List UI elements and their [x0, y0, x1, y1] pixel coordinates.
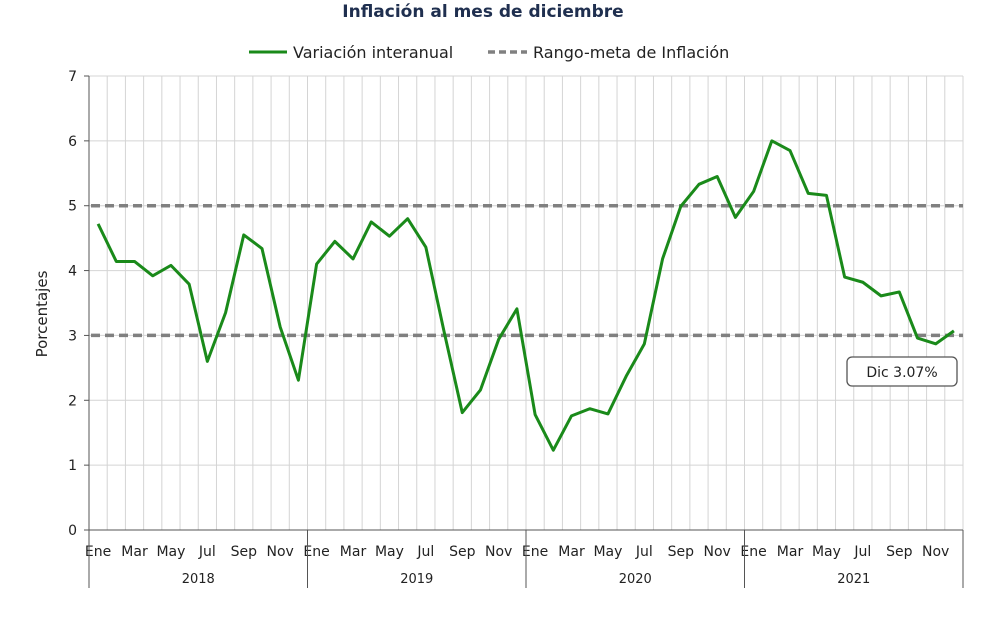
x-tick-label: Ene: [740, 544, 766, 560]
y-tick-label: 7: [68, 69, 77, 85]
y-tick-label: 3: [68, 328, 77, 344]
x-tick-label: Jul: [635, 544, 653, 560]
y-axis-label: Porcentajes: [33, 270, 51, 357]
legend-label: Variación interanual: [293, 43, 453, 62]
inflation-line: [96, 139, 955, 452]
series-layer: [96, 139, 955, 452]
year-label: 2020: [619, 572, 652, 587]
y-tick-label: 6: [68, 134, 77, 150]
x-tick-label: Nov: [485, 544, 512, 560]
y-tick-label: 5: [68, 199, 77, 215]
x-tick-label: Mar: [340, 544, 367, 560]
y-tick-label: 0: [68, 523, 77, 539]
x-tick-label: Sep: [668, 544, 695, 560]
x-tick-label: May: [375, 544, 404, 560]
x-tick-label: Sep: [449, 544, 476, 560]
year-label: 2021: [837, 572, 870, 587]
legend-label: Rango-meta de Inflación: [533, 43, 729, 62]
x-tick-label: May: [156, 544, 185, 560]
x-tick-label: Nov: [922, 544, 949, 560]
x-tick-label: Jul: [853, 544, 871, 560]
x-tick-label: May: [593, 544, 622, 560]
annotation: Dic 3.07%: [846, 356, 958, 387]
x-tick-label: Mar: [777, 544, 804, 560]
x-tick-label: Jul: [416, 544, 434, 560]
x-tick-label: Sep: [231, 544, 258, 560]
annotation-box: [846, 356, 958, 387]
target-range-lines: [91, 203, 963, 338]
x-tick-label: Ene: [303, 544, 329, 560]
chart-title: Inflación al mes de diciembre: [342, 2, 623, 22]
y-tick-label: 4: [68, 264, 77, 280]
x-tick-label: Sep: [886, 544, 913, 560]
y-tick-label: 2: [68, 393, 77, 409]
x-tick-label: Nov: [704, 544, 731, 560]
annotation-label: Dic 3.07%: [866, 365, 937, 381]
x-tick-label: Mar: [558, 544, 585, 560]
x-tick-label: Ene: [522, 544, 548, 560]
x-tick-label: Mar: [121, 544, 148, 560]
x-tick-label: May: [812, 544, 841, 560]
x-tick-label: Jul: [198, 544, 216, 560]
x-tick-label: Ene: [85, 544, 111, 560]
year-label: 2019: [400, 572, 433, 587]
year-label: 2018: [182, 572, 215, 587]
chart-legend: Variación interanual Rango-meta de Inflac…: [249, 43, 729, 62]
y-tick-label: 1: [68, 458, 77, 474]
grid: [89, 75, 964, 531]
axes: 0 1 2 3 4 5 6 7 Ene Mar May Jul Sep Nov Ene Mar May Jul Se…: [68, 69, 964, 588]
x-tick-label: Nov: [267, 544, 294, 560]
